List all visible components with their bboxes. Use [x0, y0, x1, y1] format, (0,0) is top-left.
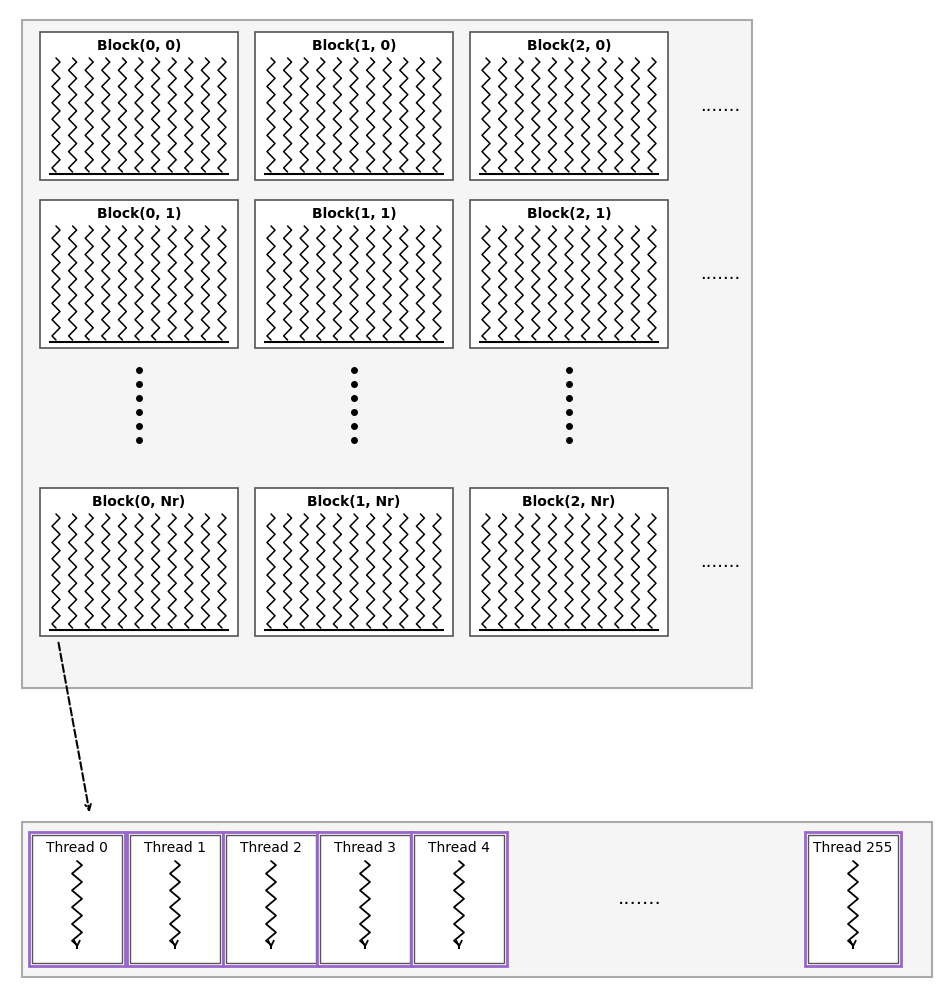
- Text: Block(1, 0): Block(1, 0): [311, 39, 396, 53]
- Text: Thread 0: Thread 0: [46, 841, 108, 855]
- FancyBboxPatch shape: [40, 200, 238, 348]
- Text: .......: .......: [618, 890, 662, 908]
- FancyBboxPatch shape: [40, 32, 238, 180]
- Text: Block(0, 1): Block(0, 1): [97, 207, 181, 221]
- Text: Block(2, 0): Block(2, 0): [526, 39, 610, 53]
- FancyBboxPatch shape: [29, 832, 125, 966]
- FancyBboxPatch shape: [32, 835, 122, 963]
- FancyBboxPatch shape: [255, 32, 452, 180]
- Text: Thread 1: Thread 1: [144, 841, 206, 855]
- FancyBboxPatch shape: [40, 488, 238, 636]
- FancyBboxPatch shape: [317, 832, 412, 966]
- FancyBboxPatch shape: [413, 835, 504, 963]
- FancyBboxPatch shape: [469, 200, 667, 348]
- FancyBboxPatch shape: [127, 832, 223, 966]
- FancyBboxPatch shape: [129, 835, 220, 963]
- FancyBboxPatch shape: [22, 822, 931, 977]
- FancyBboxPatch shape: [807, 835, 897, 963]
- FancyBboxPatch shape: [226, 835, 316, 963]
- FancyBboxPatch shape: [223, 832, 319, 966]
- Text: .......: .......: [699, 97, 740, 115]
- Text: .......: .......: [699, 265, 740, 283]
- Text: Thread 3: Thread 3: [334, 841, 395, 855]
- Text: Block(2, Nr): Block(2, Nr): [522, 495, 615, 509]
- FancyBboxPatch shape: [469, 32, 667, 180]
- FancyBboxPatch shape: [469, 488, 667, 636]
- FancyBboxPatch shape: [22, 20, 751, 688]
- FancyBboxPatch shape: [255, 200, 452, 348]
- Text: Block(0, 0): Block(0, 0): [97, 39, 181, 53]
- FancyBboxPatch shape: [410, 832, 506, 966]
- Text: .......: .......: [699, 553, 740, 571]
- Text: Block(0, Nr): Block(0, Nr): [92, 495, 186, 509]
- FancyBboxPatch shape: [804, 832, 900, 966]
- FancyBboxPatch shape: [320, 835, 409, 963]
- FancyBboxPatch shape: [255, 488, 452, 636]
- Text: Thread 2: Thread 2: [240, 841, 302, 855]
- Text: Block(1, 1): Block(1, 1): [311, 207, 396, 221]
- Text: Thread 4: Thread 4: [427, 841, 489, 855]
- Text: Block(1, Nr): Block(1, Nr): [307, 495, 400, 509]
- Text: Block(2, 1): Block(2, 1): [526, 207, 610, 221]
- Text: Thread 255: Thread 255: [812, 841, 892, 855]
